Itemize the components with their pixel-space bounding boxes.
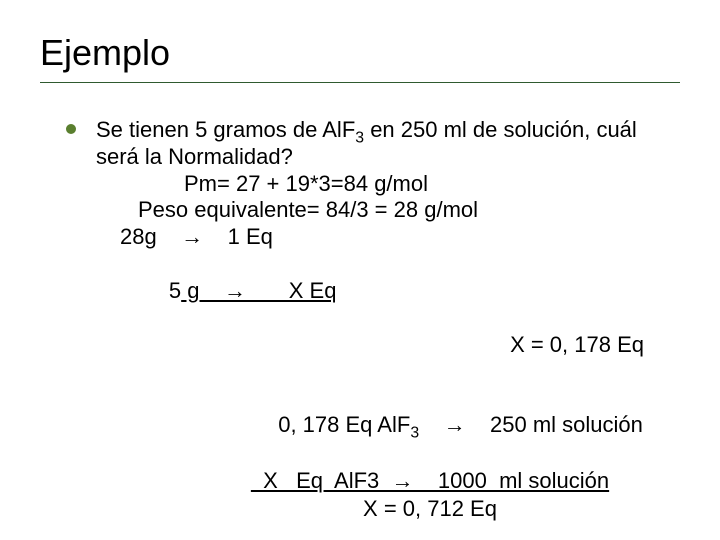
text: 5 — [169, 278, 181, 303]
result-1: X = 0, 178 Eq — [96, 332, 644, 359]
proportion-2: 0, 178 Eq AlF3 → 250 ml solución X Eq Al… — [186, 382, 674, 523]
subscript: 3 — [355, 129, 364, 146]
slide: { "title": "Ejemplo", "colors": { "bulle… — [0, 0, 720, 540]
slide-body: Se tienen 5 gramos de AlF3 en 250 ml de … — [66, 117, 674, 523]
slide-title: Ejemplo — [40, 32, 680, 74]
bullet-item: Se tienen 5 gramos de AlF3 en 250 ml de … — [66, 117, 674, 523]
question-line-2: será la Normalidad? — [96, 144, 674, 171]
proportion-2-row-2: X Eq AlF3 → 1000 ml solución — [186, 467, 674, 495]
result-2: X = 0, 712 Eq — [186, 495, 674, 523]
underlined-text: g → X Eq — [181, 278, 336, 303]
pm-line: Pm= 27 + 19*3=84 g/mol — [184, 171, 674, 198]
proportion-2-row-1: 0, 178 Eq AlF3 → 250 ml solución — [186, 382, 674, 466]
title-rule — [40, 82, 680, 83]
proportion-1-row-2: 5 g → X Eq — [120, 251, 674, 331]
bullet-dot-icon — [66, 124, 76, 134]
peq-line: Peso equivalente= 84/3 = 28 g/mol — [138, 197, 674, 224]
question-line-1: Se tienen 5 gramos de AlF3 en 250 ml de … — [96, 117, 674, 144]
text: Se tienen 5 gramos de AlF — [96, 117, 355, 142]
text: 0, 178 Eq AlF — [278, 412, 410, 437]
text: → 250 ml solución — [419, 412, 643, 437]
proportion-1-row-1: 28g → 1 Eq — [120, 224, 674, 251]
text: en 250 ml de solución, cuál — [364, 117, 637, 142]
subscript: 3 — [410, 424, 419, 441]
